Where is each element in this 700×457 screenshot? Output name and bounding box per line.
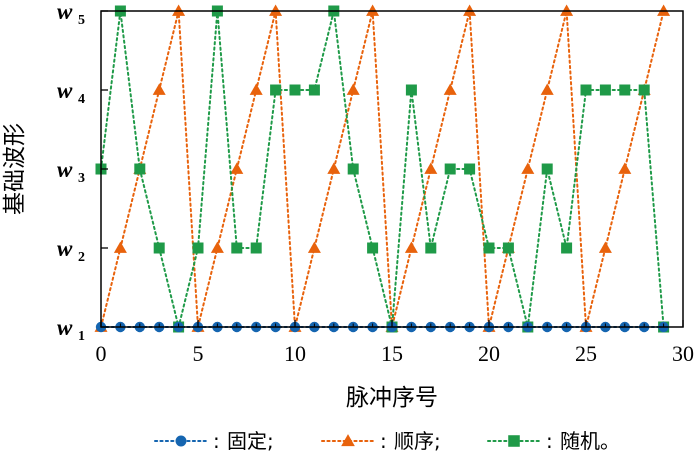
legend-marker [508, 435, 520, 447]
legend-marker [341, 434, 355, 447]
y-tick-label-sub: 1 [78, 329, 85, 344]
data-point [580, 84, 592, 96]
y-tick-label-main: w [57, 236, 73, 261]
y-tick-label-main: w [57, 315, 73, 340]
data-point [192, 242, 204, 254]
data-point [425, 242, 437, 254]
data-point [405, 84, 417, 96]
data-point [599, 84, 611, 96]
series-triangle [94, 4, 671, 332]
data-point [443, 83, 457, 95]
data-point [289, 84, 301, 96]
data-point [598, 241, 612, 253]
data-point [638, 84, 650, 96]
y-tick-label-main: w [57, 157, 73, 182]
data-point [327, 162, 341, 174]
legend-separator: : [546, 429, 553, 453]
data-point [270, 84, 282, 96]
data-point [464, 163, 476, 175]
data-point [134, 163, 146, 175]
legend-separator: : [380, 429, 387, 453]
series-line [100, 10, 665, 328]
x-tick-label: 0 [96, 341, 107, 366]
x-tick-label: 25 [575, 341, 597, 366]
legend-item: : 固定; [154, 429, 274, 453]
legend-marker [175, 435, 187, 447]
y-tick-label-sub: 5 [78, 13, 85, 28]
data-point [269, 4, 283, 16]
data-point [560, 4, 574, 16]
data-point [231, 242, 243, 254]
data-point [210, 241, 224, 253]
data-point [153, 242, 165, 254]
data-point [618, 162, 632, 174]
data-point [444, 163, 456, 175]
data-point [230, 162, 244, 174]
series-line [100, 10, 665, 328]
x-tick-label: 5 [193, 341, 204, 366]
y-axis-title: 基础波形 [2, 123, 28, 215]
plot-area [94, 4, 671, 333]
data-point [502, 242, 514, 254]
y-tick-label-main: w [57, 0, 73, 24]
y-tick-label-sub: 4 [78, 92, 85, 107]
data-point [483, 242, 495, 254]
x-tick-label: 30 [672, 341, 694, 366]
data-point [404, 241, 418, 253]
data-point [366, 4, 380, 16]
legend: : 固定;: 顺序;: 随机。 [154, 429, 620, 453]
data-point [619, 84, 631, 96]
data-point [152, 83, 166, 95]
data-point [249, 83, 263, 95]
data-point [308, 84, 320, 96]
x-tick-label: 15 [381, 341, 403, 366]
y-axis-ticks: w 1w 2w 3w 4w 5 [57, 0, 108, 344]
legend-label: 随机。 [560, 429, 620, 453]
x-tick-label: 10 [284, 341, 306, 366]
data-point [540, 83, 554, 95]
data-point [172, 4, 186, 16]
legend-label: 顺序; [394, 429, 441, 453]
legend-separator: : [213, 429, 220, 453]
x-axis-title: 脉冲序号 [346, 385, 438, 411]
data-point [463, 4, 477, 16]
data-point [367, 242, 379, 254]
data-point [424, 162, 438, 174]
data-point [521, 162, 535, 174]
data-point [561, 242, 573, 254]
legend-item: : 随机。 [487, 429, 620, 453]
data-point [307, 241, 321, 253]
y-tick-label-sub: 3 [78, 171, 85, 186]
legend-label: 固定; [227, 429, 274, 453]
data-point [347, 163, 359, 175]
data-point [657, 4, 671, 16]
y-tick-label-main: w [57, 78, 73, 103]
data-point [113, 241, 127, 253]
y-tick-label-sub: 2 [78, 250, 85, 265]
data-point [250, 242, 262, 254]
x-tick-label: 20 [478, 341, 500, 366]
legend-item: : 顺序; [321, 429, 441, 453]
x-axis-ticks: 0 5 10 15 20 25 30 [96, 320, 694, 366]
data-point [346, 83, 360, 95]
data-point [541, 163, 553, 175]
